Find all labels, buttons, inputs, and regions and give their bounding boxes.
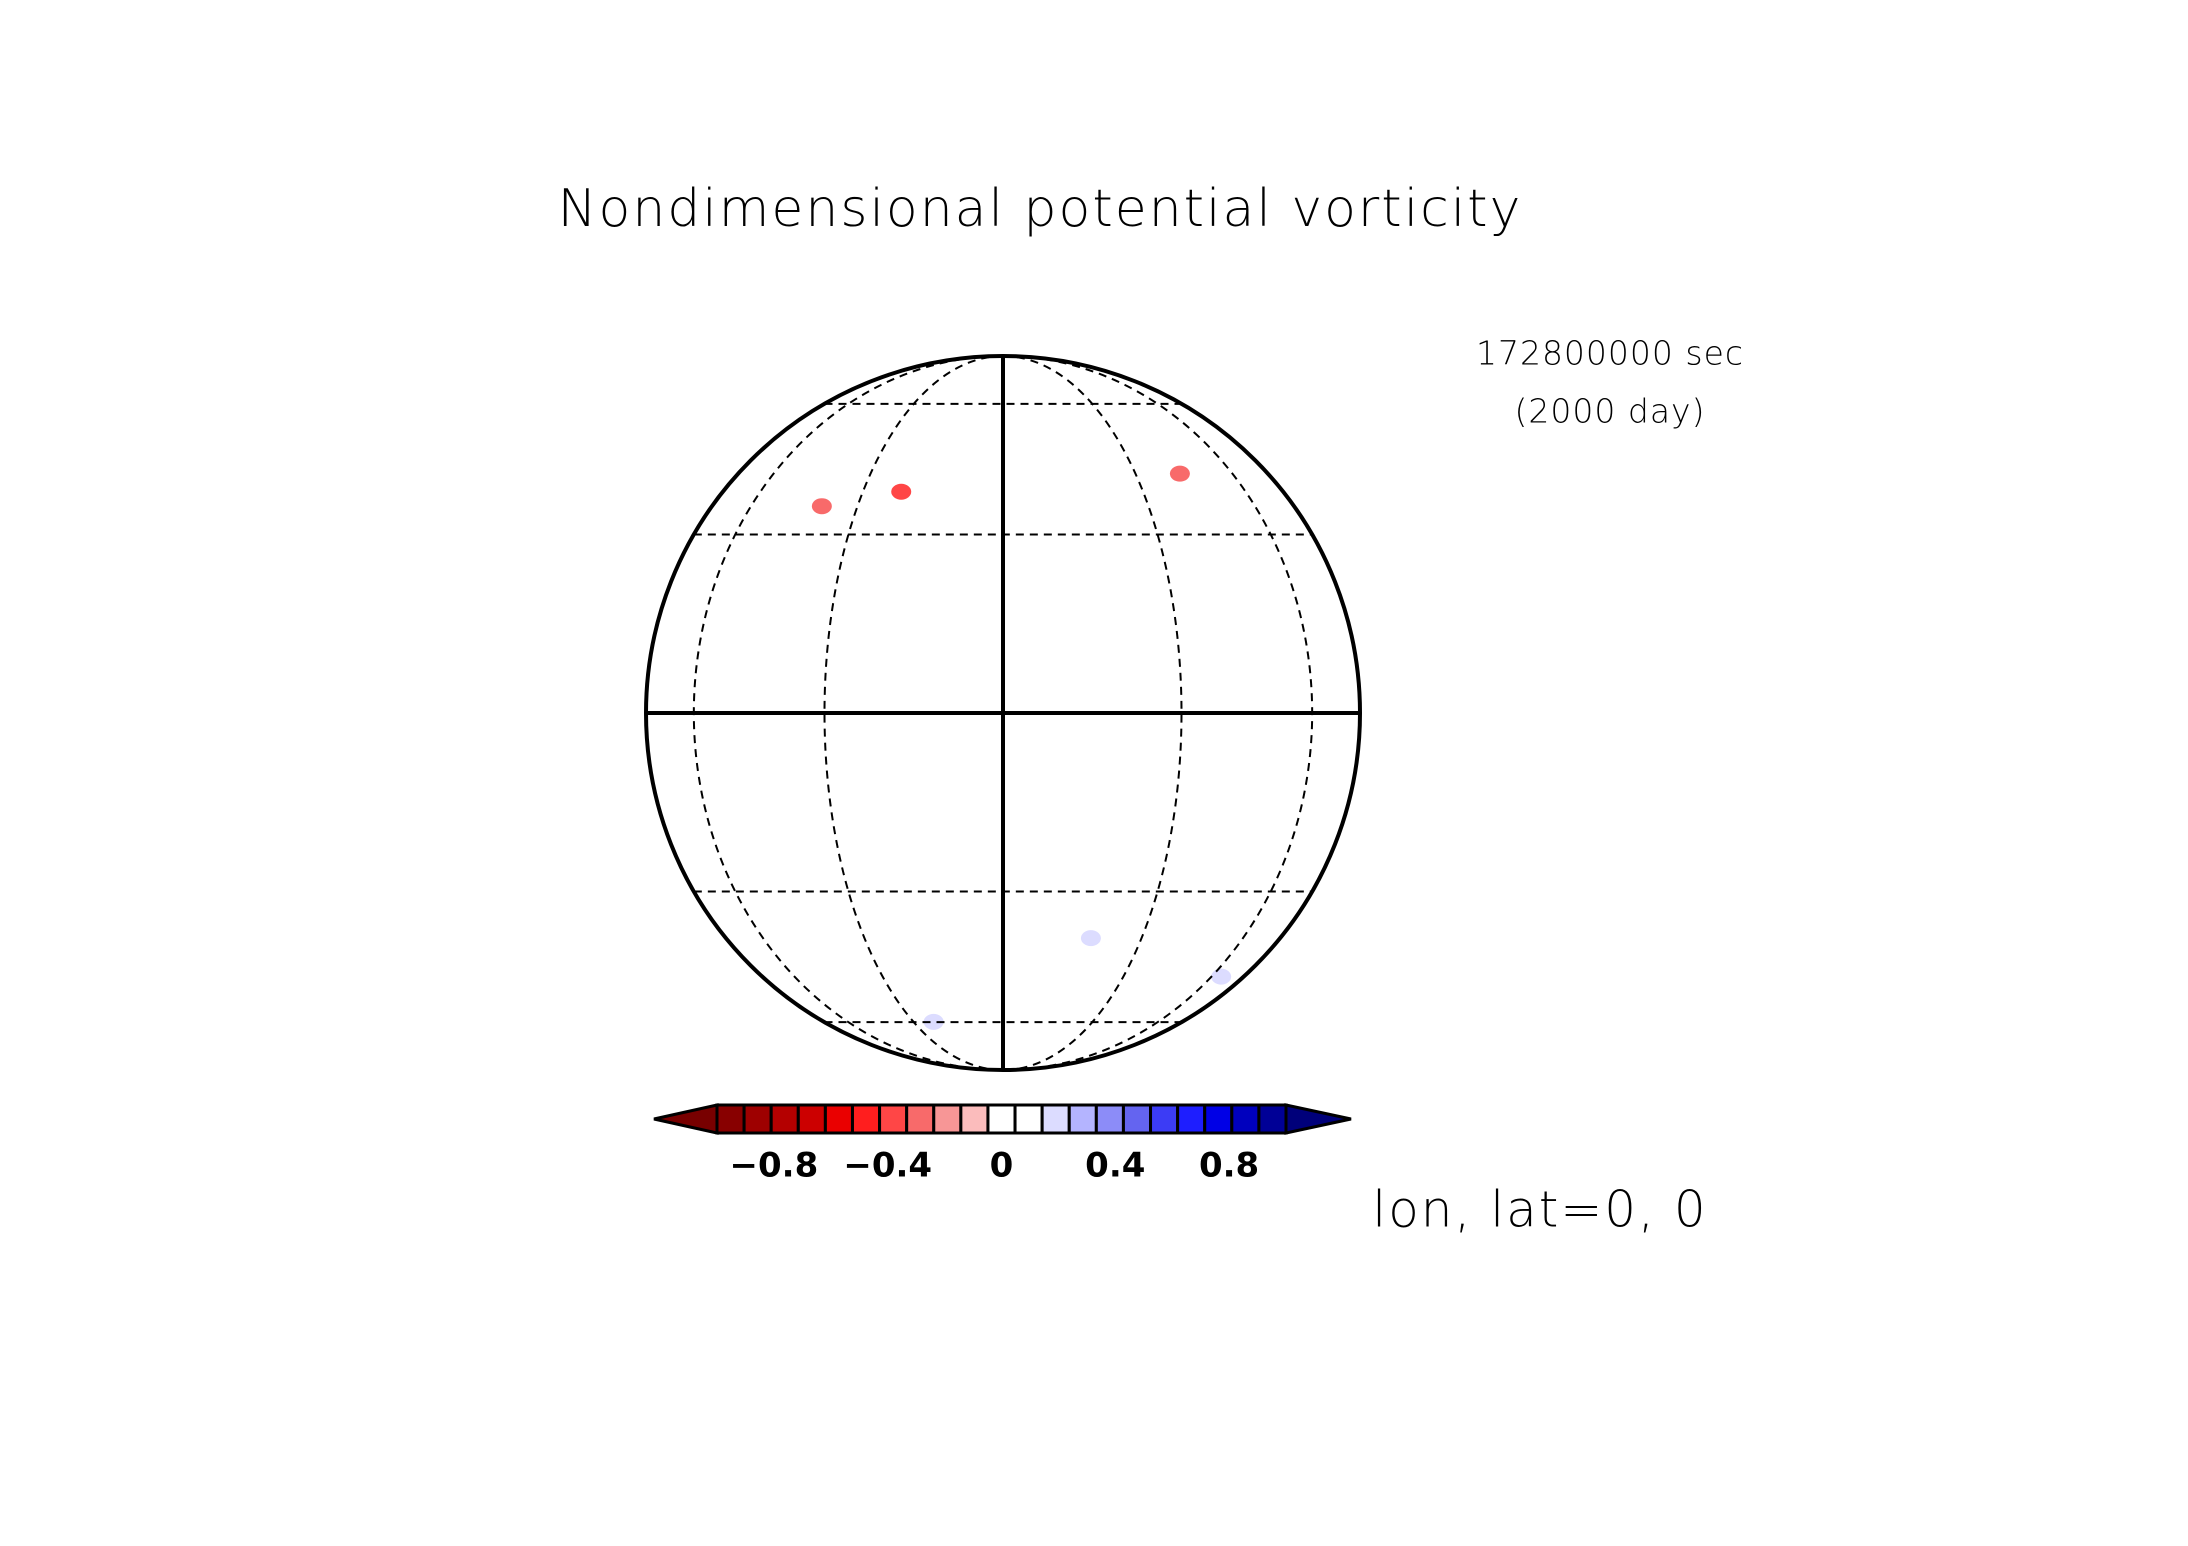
colorbar-tick-label: 0.8: [1199, 1146, 1259, 1186]
colorbar-box: [905, 1103, 936, 1135]
colorbar-box: [1094, 1103, 1125, 1135]
projection-label: lon, lat=0, 0: [1372, 1181, 1707, 1239]
pv-patch: [1080, 930, 1101, 947]
colorbar-box: [1067, 1103, 1098, 1135]
colorbar-tick-label: −0.4: [843, 1146, 932, 1186]
pv-patch: [811, 498, 832, 515]
colorbar-box: [742, 1103, 773, 1135]
colorbar-box: [1230, 1103, 1261, 1135]
colorbar-box: [1013, 1103, 1044, 1135]
time-days: (2000 day): [1515, 392, 1706, 431]
colorbar-box: [769, 1103, 800, 1135]
colorbar-tick-label: 0: [990, 1146, 1014, 1186]
pv-patch: [1211, 968, 1232, 985]
colorbar-box: [878, 1103, 909, 1135]
colorbar-box: [932, 1103, 963, 1135]
colorbar-box: [1121, 1103, 1153, 1135]
colorbar-box: [1149, 1103, 1180, 1135]
colorbar-box: [796, 1103, 827, 1135]
colorbar-box: [986, 1103, 1017, 1135]
colorbar-box: [1203, 1103, 1234, 1135]
colorbar-box: [1257, 1103, 1288, 1135]
colorbar-box: [850, 1103, 882, 1135]
colorbar-box: [959, 1103, 990, 1135]
colorbar-box: [715, 1103, 746, 1135]
colorbar-under: [653, 1103, 719, 1135]
colorbar-over: [1284, 1103, 1352, 1135]
colorbar-box: [1040, 1103, 1071, 1135]
title: Nondimensional potential vorticity: [558, 179, 1523, 239]
colorbar-box: [1176, 1103, 1207, 1135]
colorbar-tick-label: −0.8: [730, 1146, 819, 1186]
time-seconds: 172800000 sec: [1476, 334, 1744, 373]
colorbar-box: [823, 1103, 854, 1135]
colorbar-tick-label: 0.4: [1085, 1146, 1145, 1186]
globe-outline: [644, 354, 1362, 1072]
pv-patch: [1169, 465, 1190, 482]
pv-patch: [923, 1013, 944, 1030]
pv-patch: [891, 483, 912, 500]
